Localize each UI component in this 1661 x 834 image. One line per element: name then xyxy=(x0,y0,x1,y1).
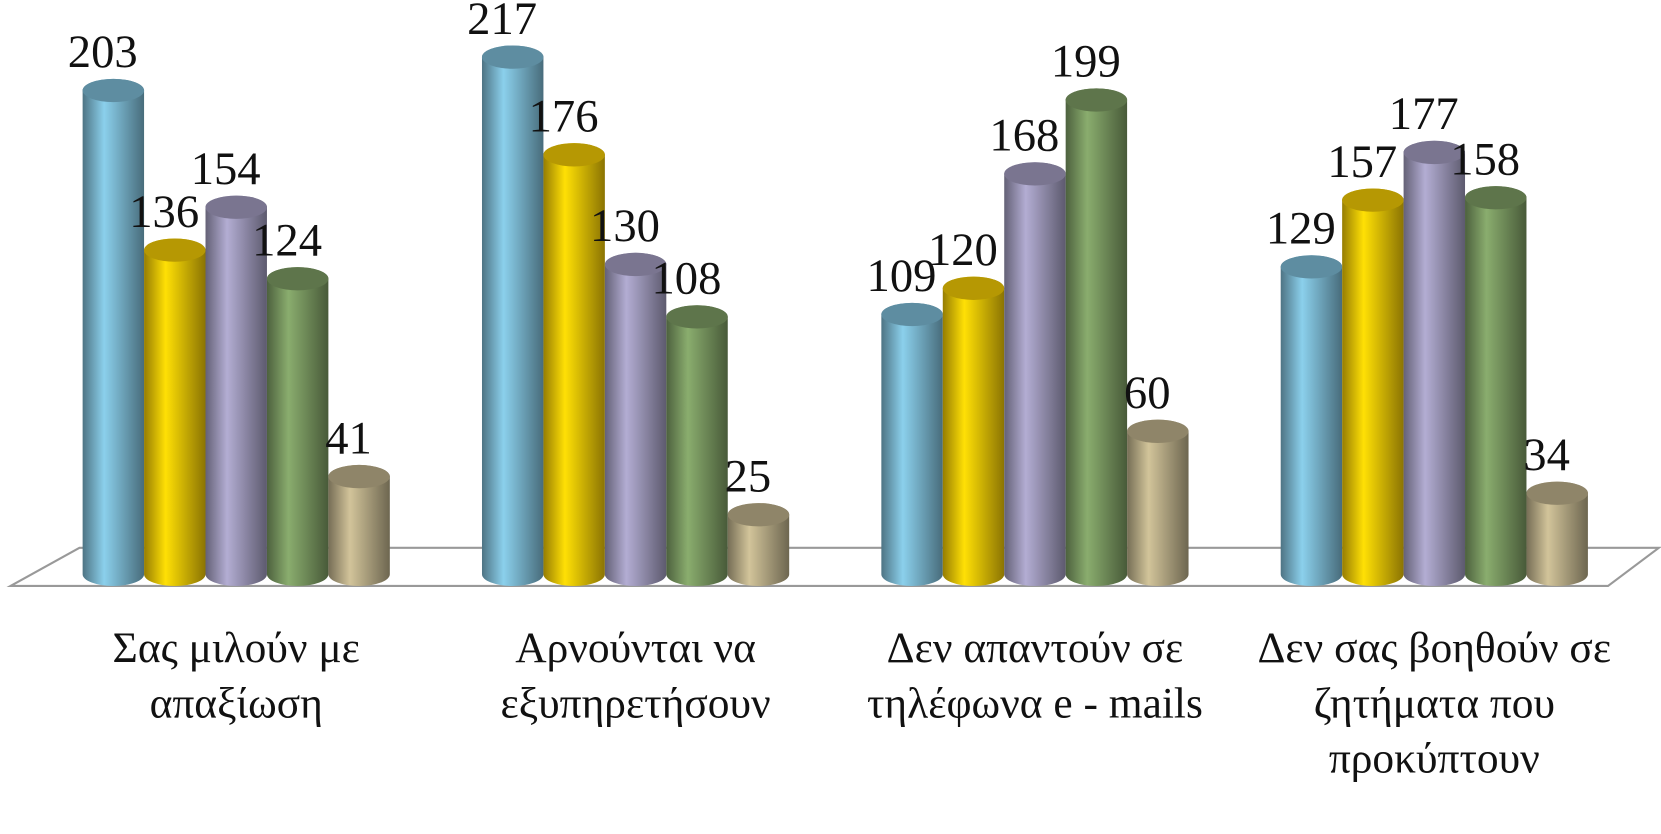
bar xyxy=(1465,186,1527,586)
data-label: 157 xyxy=(1327,136,1397,188)
bar-top xyxy=(942,276,1005,300)
bar xyxy=(328,464,390,586)
x-tick-label: Σας μιλούν με απαξίωση xyxy=(112,623,360,727)
bar xyxy=(1403,140,1466,586)
data-label: 136 xyxy=(129,186,199,238)
data-label: 120 xyxy=(928,224,998,276)
data-label: 168 xyxy=(989,110,1059,162)
bar-top xyxy=(666,305,728,329)
bar xyxy=(144,238,206,586)
bar-top xyxy=(1465,186,1527,210)
floor xyxy=(6,546,1661,588)
bar xyxy=(1526,481,1588,586)
bar xyxy=(604,252,667,586)
data-label: 158 xyxy=(1450,133,1520,185)
x-tick-label: Δεν απαντούν σε τηλέφωνα e - mails xyxy=(866,623,1203,727)
data-label: 25 xyxy=(725,450,772,502)
bar xyxy=(942,276,1005,586)
bar xyxy=(881,302,943,586)
bar-top xyxy=(144,238,206,262)
bar-top xyxy=(205,195,267,219)
data-label: 34 xyxy=(1523,429,1570,481)
data-label: 129 xyxy=(1266,203,1336,255)
data-label: 109 xyxy=(867,250,937,302)
bar-top xyxy=(1342,188,1404,212)
bar-top xyxy=(328,464,390,489)
bar-top xyxy=(543,143,605,167)
bar xyxy=(1004,162,1066,586)
category-label-box: Σας μιλούν με απαξίωση xyxy=(112,623,360,727)
bar xyxy=(1342,188,1404,586)
data-label: 130 xyxy=(590,200,660,252)
data-label: 176 xyxy=(529,91,599,143)
bar-top xyxy=(82,78,145,103)
bar-top xyxy=(1526,481,1588,505)
data-label: 177 xyxy=(1389,88,1459,140)
bar xyxy=(82,78,145,586)
data-label: 108 xyxy=(651,253,721,305)
category-label-box: Δεν απαντούν σε τηλέφωνα e - mails xyxy=(866,623,1203,727)
data-label: 203 xyxy=(68,26,138,78)
bar xyxy=(1065,88,1128,586)
bar-top xyxy=(1403,140,1466,165)
bar xyxy=(205,195,267,586)
bar-top xyxy=(604,252,667,277)
bar-top xyxy=(1004,162,1066,186)
bar-top xyxy=(1127,419,1189,443)
bar xyxy=(481,45,544,586)
bar xyxy=(1280,255,1343,586)
bar xyxy=(1127,419,1189,586)
bar xyxy=(666,305,728,586)
x-tick-label: Αρνούνται να εξυπηρετήσουν xyxy=(500,623,771,727)
bar-top xyxy=(1280,255,1343,279)
data-label: 41 xyxy=(325,412,372,464)
data-label: 60 xyxy=(1124,367,1171,419)
category-label-box: Δεν σας βοηθούν σε ζητήματα που προκύπτο… xyxy=(1257,623,1612,782)
category-label-box: Αρνούνται να εξυπηρετήσουν xyxy=(500,623,771,727)
bar xyxy=(266,267,329,586)
data-label: 154 xyxy=(191,143,261,195)
data-label: 199 xyxy=(1051,36,1121,88)
data-label: 217 xyxy=(467,0,537,45)
bar-top xyxy=(481,45,544,69)
bar-top xyxy=(727,503,790,527)
bar xyxy=(543,143,605,586)
data-label: 124 xyxy=(252,214,322,266)
x-tick-label: Δεν σας βοηθούν σε ζητήματα που προκύπτο… xyxy=(1257,623,1612,782)
bar-top xyxy=(1065,88,1128,112)
bar-top xyxy=(266,267,329,291)
bar-top xyxy=(881,302,943,327)
